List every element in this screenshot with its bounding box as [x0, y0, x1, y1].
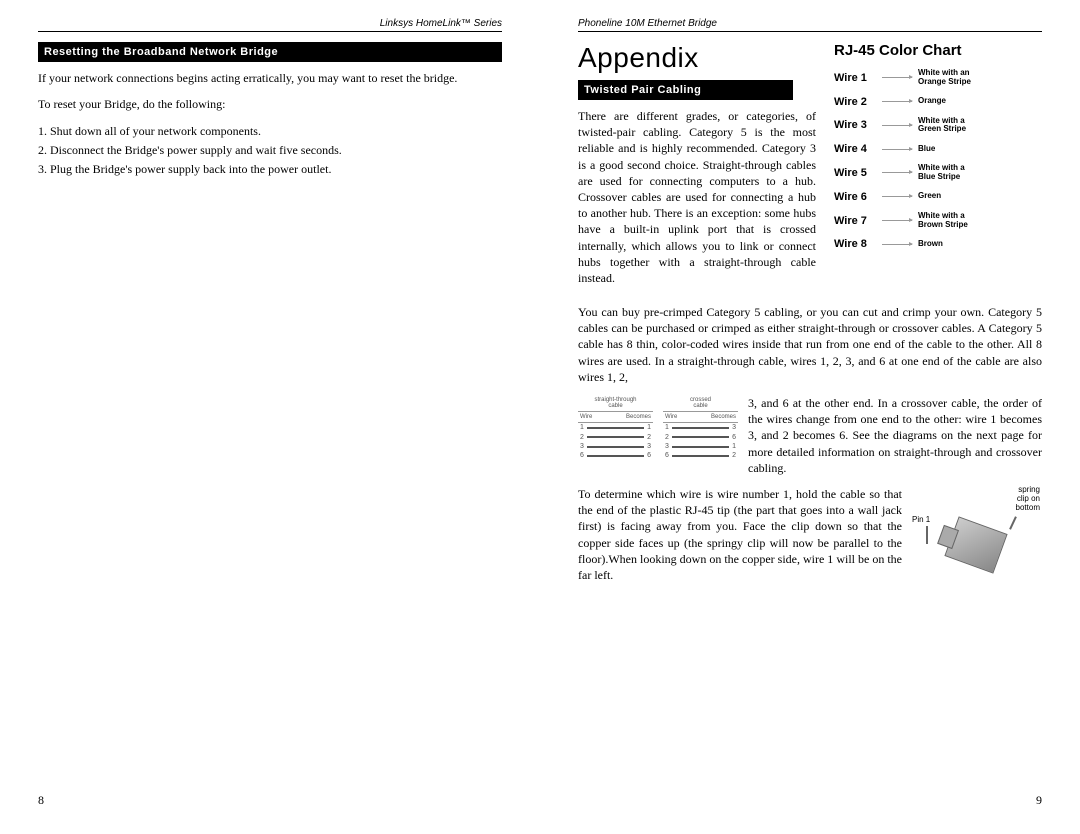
- arrow-line: [1009, 516, 1017, 530]
- right-p4: To determine which wire is wire number 1…: [578, 487, 902, 582]
- wire-label: Wire 8: [834, 238, 882, 250]
- arrow-icon: [882, 244, 912, 245]
- pin1-label: Pin 1: [912, 516, 930, 525]
- wire-desc: White with a Brown Stripe: [918, 212, 1042, 230]
- mh: Wire: [580, 413, 592, 421]
- wrap-block: straight-through cable WireBecomes 11223…: [578, 395, 1042, 476]
- arrow-line: [926, 526, 928, 544]
- wire-row: Wire 4 Blue: [834, 143, 1042, 155]
- arrow-icon: [882, 172, 912, 173]
- wire-label: Wire 1: [834, 72, 882, 84]
- mini-head: Wire Becomes: [663, 411, 738, 423]
- left-page: Linksys HomeLink™ Series Resetting the B…: [0, 0, 540, 834]
- wire-label: Wire 2: [834, 96, 882, 108]
- reset-steps: 1. Shut down all of your network compone…: [38, 122, 502, 178]
- mini-row: 31: [663, 442, 738, 451]
- left-p1: If your network connections begins actin…: [38, 70, 502, 86]
- text-column: Appendix Twisted Pair Cabling There are …: [578, 42, 816, 296]
- right-p2: You can buy pre-crimped Category 5 cabli…: [578, 304, 1042, 385]
- arrow-icon: [882, 220, 912, 221]
- arrow-icon: [882, 149, 912, 150]
- arrow-icon: [882, 196, 912, 197]
- right-header: Phoneline 10M Ethernet Bridge: [578, 18, 1042, 29]
- wire-row: Wire 7 White with a Brown Stripe: [834, 212, 1042, 230]
- wire-label: Wire 5: [834, 167, 882, 179]
- wire-label: Wire 6: [834, 191, 882, 203]
- page-spread: Linksys HomeLink™ Series Resetting the B…: [0, 0, 1080, 834]
- arrow-icon: [882, 77, 912, 78]
- wire-row: Wire 1 White with an Orange Stripe: [834, 69, 1042, 87]
- left-p2: To reset your Bridge, do the following:: [38, 96, 502, 112]
- page-number-left: 8: [38, 793, 44, 808]
- step: 3. Plug the Bridge's power supply back i…: [38, 160, 502, 178]
- wire-row: Wire 5 White with a Blue Stripe: [834, 164, 1042, 182]
- wire-desc: Green: [918, 192, 1042, 201]
- section-title-left: Resetting the Broadband Network Bridge: [38, 42, 502, 62]
- header-rule: [578, 31, 1042, 32]
- left-header: Linksys HomeLink™ Series: [38, 18, 502, 29]
- arrow-icon: [882, 101, 912, 102]
- mini-row: 26: [663, 433, 738, 442]
- mini-row: 13: [663, 423, 738, 432]
- wire-label: Wire 4: [834, 143, 882, 155]
- mh: Becomes: [711, 413, 736, 421]
- wire-desc: White with a Green Stripe: [918, 117, 1042, 135]
- right-p1: There are different grades, or categorie…: [578, 108, 816, 286]
- top-row: Appendix Twisted Pair Cabling There are …: [578, 42, 1042, 296]
- mh: Becomes: [626, 413, 651, 421]
- wire-desc: Blue: [918, 145, 1042, 154]
- appendix-title: Appendix: [578, 42, 816, 74]
- mini-caption: crossed cable: [663, 397, 738, 409]
- right-p3: 3, and 6 at the other end. In a crossove…: [748, 396, 1042, 475]
- mh: Wire: [665, 413, 677, 421]
- connector-icon: [944, 516, 1007, 573]
- mini-row: 62: [663, 451, 738, 460]
- page-number-right: 9: [1036, 793, 1042, 808]
- step: 2. Disconnect the Bridge's power supply …: [38, 141, 502, 159]
- mini-tables: straight-through cable WireBecomes 11223…: [578, 397, 738, 461]
- wire-desc: White with a Blue Stripe: [918, 164, 1042, 182]
- wire-label: Wire 3: [834, 119, 882, 131]
- wire-desc: Orange: [918, 97, 1042, 106]
- wire-list: Wire 1 White with an Orange Stripe Wire 2…: [834, 69, 1042, 250]
- wire-label: Wire 7: [834, 215, 882, 227]
- chart-title: RJ-45 Color Chart: [834, 42, 1042, 59]
- mini-row: 66: [578, 451, 653, 460]
- header-rule: [38, 31, 502, 32]
- wire-row: Wire 2 Orange: [834, 96, 1042, 108]
- mini-head: Wire Becomes: [578, 411, 653, 423]
- rj45-connector-diagram: spring clip on bottom Pin 1: [912, 486, 1042, 596]
- right-page: Phoneline 10M Ethernet Bridge Appendix T…: [540, 0, 1080, 834]
- wire-desc: White with an Orange Stripe: [918, 69, 1042, 87]
- wrap-block-2: spring clip on bottom Pin 1 To determine…: [578, 486, 1042, 600]
- arrow-icon: [882, 125, 912, 126]
- rj45-color-chart: RJ-45 Color Chart Wire 1 White with an O…: [834, 42, 1042, 296]
- wire-row: Wire 8 Brown: [834, 238, 1042, 250]
- spring-label: spring clip on bottom: [1016, 486, 1040, 512]
- wire-row: Wire 3 White with a Green Stripe: [834, 117, 1042, 135]
- mini-caption: straight-through cable: [578, 397, 653, 409]
- mini-row: 33: [578, 442, 653, 451]
- step: 1. Shut down all of your network compone…: [38, 122, 502, 140]
- wire-row: Wire 6 Green: [834, 191, 1042, 203]
- straight-table: straight-through cable Wire Becomes 11223…: [578, 397, 653, 461]
- mini-row: 11: [578, 423, 653, 432]
- crossed-table: crossed cable Wire Becomes 13263162: [663, 397, 738, 461]
- wire-desc: Brown: [918, 240, 1042, 249]
- section-title-right: Twisted Pair Cabling: [578, 80, 793, 100]
- mini-row: 22: [578, 433, 653, 442]
